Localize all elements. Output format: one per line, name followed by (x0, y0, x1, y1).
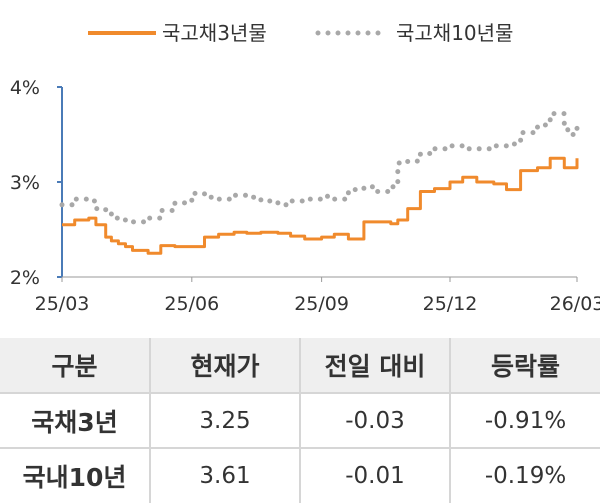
header-category: 구분 (0, 338, 150, 394)
header-daily-change: 전일 대비 (299, 338, 450, 394)
header-change-rate: 등락률 (449, 338, 600, 394)
current-price-cell: 3.61 (149, 448, 300, 503)
x-tick-label: 25/06 (164, 293, 219, 315)
x-tick-label: 26/03 (550, 293, 600, 315)
bond-yield-table: 구분 현재가 전일 대비 등락률 국채3년 3.25 -0.03 -0.91% … (0, 338, 600, 503)
y-tick-label: 2% (10, 267, 40, 289)
series-line (62, 156, 579, 255)
chart-svg: 국고채3년물 국고채10년물 2% 3% 4% 25/03 25/06 25/09 25/12 2… (10, 21, 600, 315)
current-price-cell: 3.25 (149, 393, 300, 449)
x-tick-label: 25/12 (423, 293, 478, 315)
legend-label: 국고채10년물 (396, 21, 513, 45)
legend-label: 국고채3년물 (162, 21, 267, 45)
row-name: 국내10년 (22, 463, 127, 492)
change-rate-cell: -0.19% (449, 448, 600, 503)
line-chart: 국고채3년물 국고채10년물 2% 3% 4% 25/03 25/06 25/09 25/12 2… (10, 21, 600, 315)
header-current-price: 현재가 (149, 338, 300, 394)
daily-change-cell: -0.01 (299, 448, 450, 503)
x-tick-label: 25/09 (294, 293, 349, 315)
daily-change-cell: -0.03 (299, 393, 450, 449)
y-tick-label: 3% (10, 172, 40, 194)
y-tick-label: 4% (10, 77, 40, 99)
table-header-row: 구분 현재가 전일 대비 등락률 (0, 338, 600, 394)
table-row: 국채3년 3.25 -0.03 -0.91% (0, 393, 600, 449)
table-row: 국내10년 3.61 -0.01 -0.19% (0, 448, 600, 503)
change-rate-cell: -0.91% (449, 393, 600, 449)
x-tick-label: 25/03 (35, 293, 90, 315)
series-line (59, 111, 580, 225)
row-name: 국채3년 (0, 393, 150, 449)
